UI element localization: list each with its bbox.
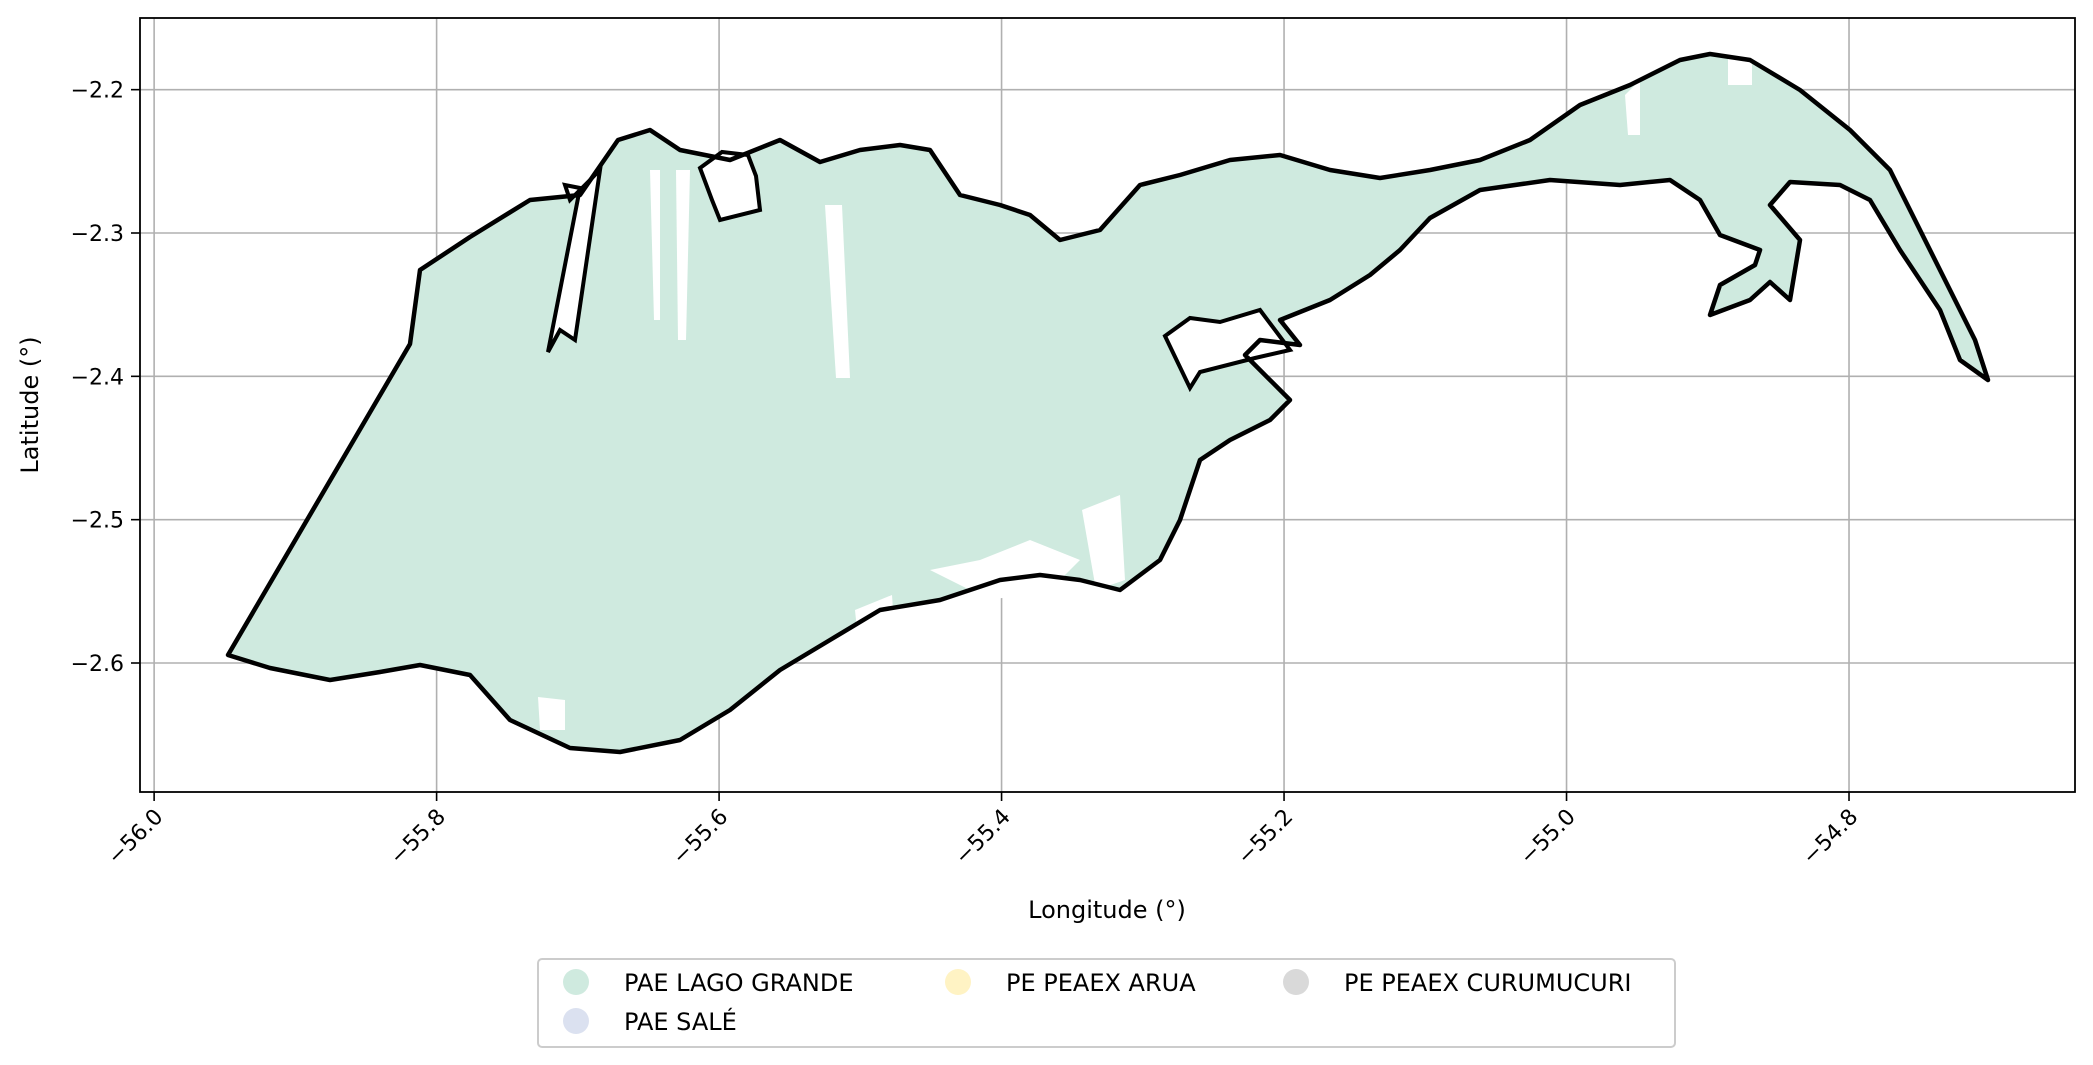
plot-frame (139, 17, 2076, 793)
unfilled-patches (538, 55, 1752, 730)
settlement-area-layer (225, 51, 1991, 755)
y-axis-ticks: −2.2 −2.3 −2.4 −2.5 −2.6 (71, 79, 140, 677)
legend-entry: PE PEAEX CURUMUCURI (1283, 969, 1631, 997)
y-tick-label: −2.4 (71, 365, 124, 390)
legend-entry: PE PEAEX ARUA (945, 969, 1196, 997)
legend-swatch (1283, 969, 1309, 995)
legend-label: PAE SALÉ (624, 1007, 737, 1036)
lake-east (1162, 307, 1294, 393)
y-tick-label: −2.3 (71, 222, 124, 247)
x-axis-label: Longitude (°) (1028, 896, 1186, 924)
lago-grande-boundary (225, 51, 1991, 755)
lake-north-center (697, 149, 763, 223)
legend-label: PE PEAEX ARUA (1006, 969, 1196, 997)
legend-swatch (563, 969, 589, 995)
legend: PAE LAGO GRANDE PAE SALÉ PE PEAEX ARUA PE P… (537, 958, 1676, 1048)
legend-swatch (945, 969, 971, 995)
legend-entry: PAE LAGO GRANDE (563, 969, 854, 997)
legend-entry: PAE SALÉ (563, 1007, 737, 1036)
legend-label: PE PEAEX CURUMUCURI (1344, 969, 1631, 997)
legend-swatch (563, 1008, 589, 1034)
legend-box (537, 958, 1676, 1048)
legend-label: PAE LAGO GRANDE (624, 969, 854, 997)
y-tick-label: −2.6 (71, 652, 124, 677)
y-tick-label: −2.5 (71, 509, 124, 534)
pae-lago-grande-area (228, 54, 1988, 752)
y-tick-label: −2.2 (71, 79, 124, 104)
y-axis-label: Latitude (°) (16, 336, 44, 473)
